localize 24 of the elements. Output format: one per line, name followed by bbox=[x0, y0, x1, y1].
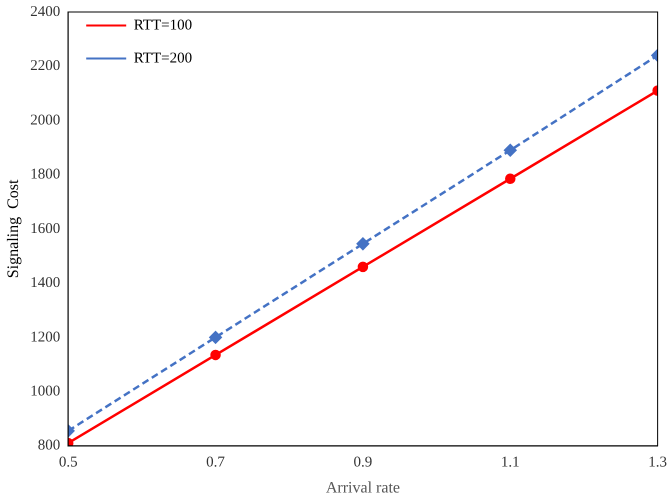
y-tick-label: 2200 bbox=[30, 58, 60, 74]
y-axis-title: Signaling Cost bbox=[4, 179, 22, 278]
x-tick-label: 0.9 bbox=[354, 454, 372, 471]
x-axis-title: Arrival rate bbox=[326, 480, 400, 497]
legend-label: RTT=100 bbox=[134, 17, 192, 34]
y-tick-label: 1400 bbox=[30, 275, 60, 292]
y-tick-label: 1000 bbox=[30, 384, 60, 400]
y-tick-label: 1600 bbox=[30, 220, 60, 237]
point bbox=[356, 238, 370, 250]
x-tick-label: 1.3 bbox=[648, 454, 667, 471]
y-tick-label: 800 bbox=[38, 438, 60, 454]
point bbox=[358, 262, 368, 272]
y-tick-label: 2400 bbox=[30, 4, 60, 20]
legend-label: RTT=200 bbox=[134, 50, 192, 66]
y-tick-label: 2000 bbox=[30, 112, 60, 128]
point bbox=[505, 173, 516, 184]
x-tick-label: 1.1 bbox=[500, 454, 520, 471]
x-tick-label: 0.5 bbox=[58, 454, 78, 471]
point bbox=[504, 144, 517, 157]
y-tick-label: 1800 bbox=[30, 166, 60, 183]
x-tick-label: 0.7 bbox=[206, 454, 226, 471]
point bbox=[210, 350, 221, 360]
y-tick-label: 1200 bbox=[30, 329, 60, 346]
point bbox=[209, 331, 222, 344]
